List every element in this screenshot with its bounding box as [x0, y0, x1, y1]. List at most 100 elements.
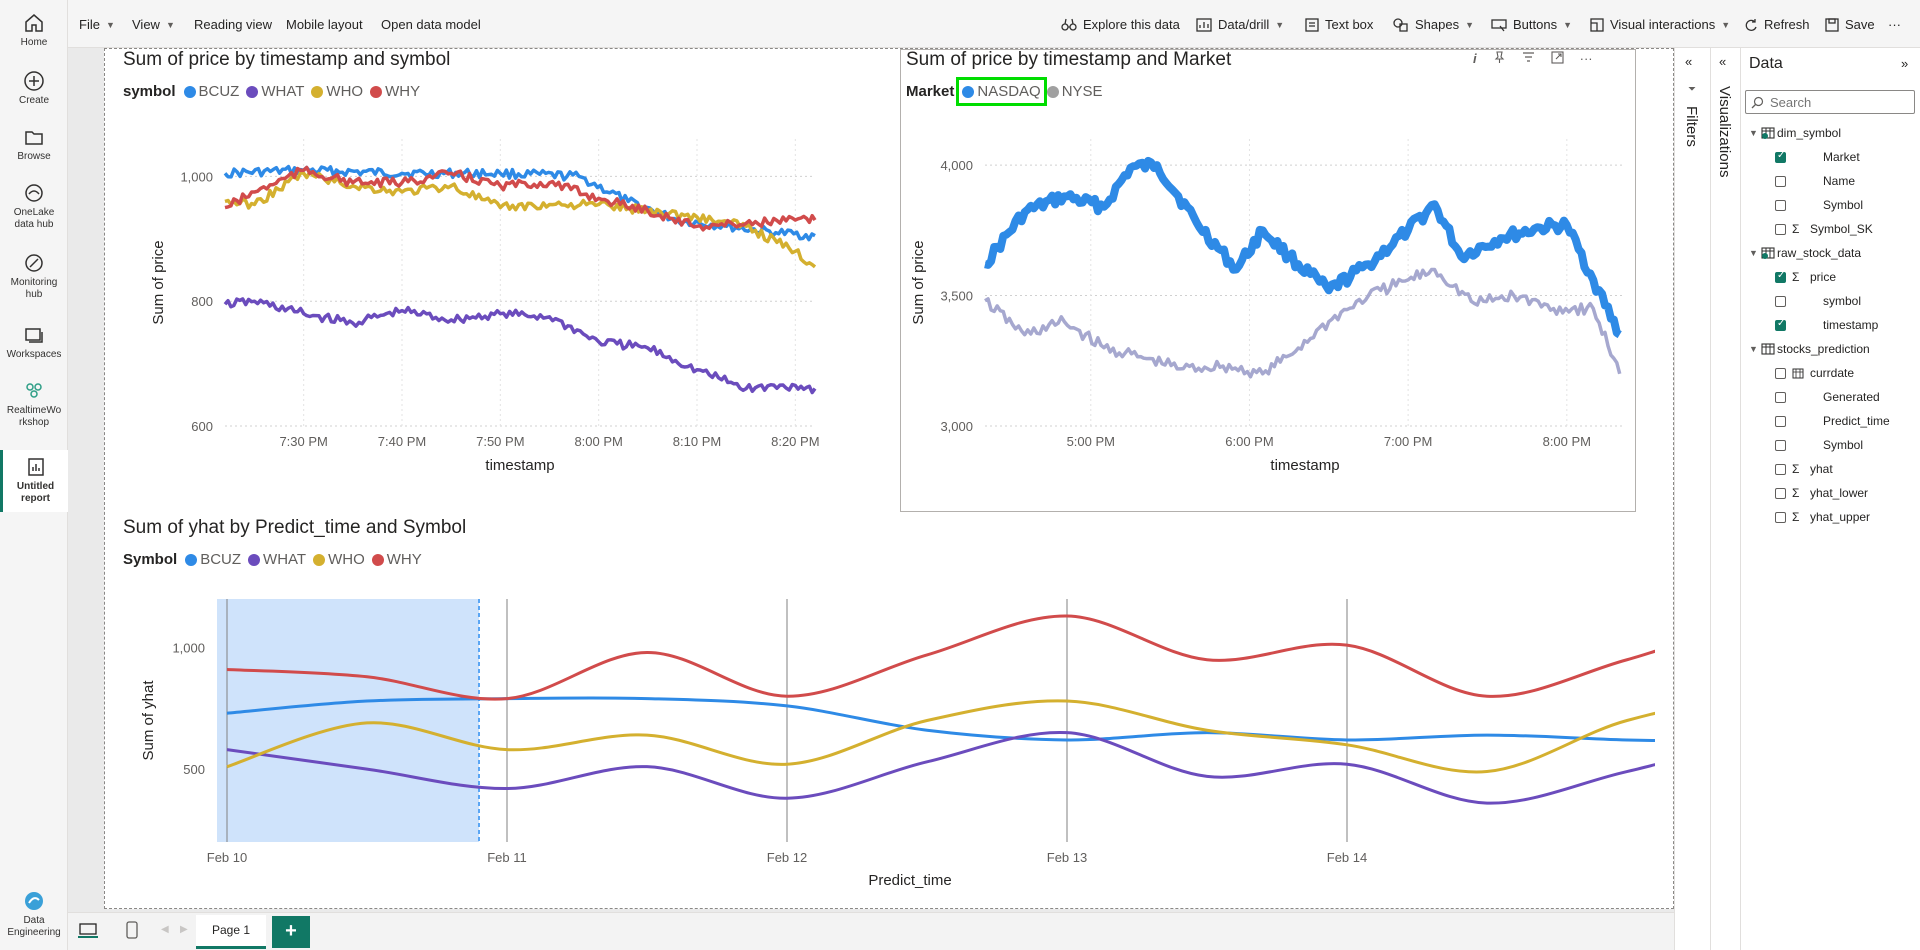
table-node[interactable]: ▼ dim_symbol	[1749, 122, 1841, 144]
visual-interactions-button[interactable]: Visual interactions ▼	[1590, 17, 1730, 32]
chevron-down-icon[interactable]: ▼	[1749, 344, 1758, 354]
reading-view-button[interactable]: Reading view	[194, 17, 272, 32]
collapse-filters-icon[interactable]: «	[1685, 54, 1693, 69]
mobile-layout-icon[interactable]	[126, 921, 138, 939]
shapes-button[interactable]: Shapes ▼	[1393, 17, 1474, 32]
field-checkbox[interactable]	[1775, 439, 1786, 451]
collapse-viz-icon[interactable]: «	[1719, 54, 1727, 69]
field-item[interactable]: timestamp	[1775, 314, 1878, 336]
field-checkbox[interactable]	[1775, 415, 1786, 427]
field-checkbox[interactable]	[1775, 223, 1786, 235]
view-menu[interactable]: View ▼	[132, 17, 175, 32]
chart2-svg[interactable]: 3,000 3,500 4,000 5:00 PM 6:00 PM 7:00 PM 8:00…	[905, 129, 1635, 519]
field-item[interactable]: Market	[1775, 146, 1860, 168]
legend-item-who[interactable]: WHO	[311, 83, 363, 100]
legend-item-who[interactable]: WHO	[313, 551, 365, 568]
legend-item-bcuz[interactable]: BCUZ	[185, 551, 241, 568]
field-checkbox[interactable]	[1775, 511, 1786, 523]
text-box-button[interactable]: Text box	[1305, 17, 1373, 32]
series-line-nyse[interactable]	[984, 267, 1622, 379]
table-node[interactable]: ▼ raw_stock_data	[1749, 242, 1861, 264]
prev-page-icon[interactable]: ◀	[161, 924, 169, 935]
field-item[interactable]: symbol	[1775, 290, 1861, 312]
filter-icon[interactable]	[1522, 51, 1535, 64]
focus-mode-icon[interactable]	[1551, 51, 1564, 64]
chart1-svg[interactable]: 600 800 1,000 7:30 PM 7:40 PM 7:50 PM 8:00 PM 8…	[115, 129, 895, 519]
open-data-model-button[interactable]: Open data model	[381, 17, 481, 32]
legend-item-what[interactable]: WHAT	[246, 83, 304, 100]
save-button[interactable]: Save	[1825, 17, 1875, 32]
series-line-what[interactable]	[226, 730, 1655, 805]
nav-workspaces[interactable]: Workspaces	[0, 324, 68, 361]
field-item[interactable]: Name	[1775, 170, 1855, 192]
nav-onelake[interactable]: OneLake data hub	[0, 182, 68, 231]
field-item[interactable]: Symbol	[1775, 194, 1863, 216]
field-checkbox[interactable]	[1775, 318, 1786, 331]
info-icon[interactable]: i	[1473, 51, 1477, 66]
data-drill-button[interactable]: Data/drill ▼	[1196, 17, 1284, 32]
filters-pane[interactable]: « ⏷ Filters	[1674, 48, 1710, 950]
nav-create[interactable]: Create	[0, 70, 68, 107]
series-line-why[interactable]	[226, 614, 1655, 701]
legend-item-why[interactable]: WHY	[371, 551, 422, 568]
field-checkbox[interactable]	[1775, 150, 1786, 163]
series-line-why[interactable]	[224, 165, 817, 232]
nav-browse[interactable]: Browse	[0, 126, 68, 163]
legend-item-what[interactable]: WHAT	[248, 551, 306, 568]
data-search-box[interactable]	[1745, 90, 1915, 114]
refresh-button[interactable]: Refresh	[1744, 17, 1810, 32]
selection-region[interactable]	[217, 599, 479, 842]
more-options-icon[interactable]: ···	[1579, 51, 1593, 66]
y-tick-label: 600	[191, 419, 213, 434]
more-options-button[interactable]: ···	[1888, 17, 1901, 32]
nav-untitled-report[interactable]: Untitled report	[0, 450, 68, 512]
table-node[interactable]: ▼ stocks_prediction	[1749, 338, 1870, 360]
field-item[interactable]: Σ Symbol_SK	[1775, 218, 1873, 240]
field-checkbox[interactable]	[1775, 270, 1786, 283]
buttons-button[interactable]: Buttons ▼	[1491, 17, 1572, 32]
series-line-bcuz[interactable]	[223, 164, 816, 242]
field-checkbox[interactable]	[1775, 391, 1786, 403]
chart3-svg[interactable]: 500 1,000 Feb 10 Feb 11 Feb 12 Feb 13 Feb 14 Pr…	[115, 577, 1655, 907]
visualizations-pane[interactable]: « Visualizations	[1710, 48, 1740, 950]
field-checkbox[interactable]	[1775, 199, 1786, 211]
explore-data-button[interactable]: Explore this data	[1061, 17, 1180, 32]
page-tab-1[interactable]: Page 1	[196, 915, 266, 949]
legend-item-nyse[interactable]: NYSE	[1046, 83, 1103, 100]
legend-item-why[interactable]: WHY	[370, 83, 420, 100]
search-input[interactable]	[1770, 94, 1910, 110]
chart1-title: Sum of price by timestamp and symbol	[123, 49, 451, 70]
nav-data-engineering[interactable]: Data Engineering	[0, 890, 68, 939]
desktop-layout-icon[interactable]	[78, 923, 98, 939]
field-item[interactable]: Predict_time	[1775, 410, 1890, 432]
mobile-layout-button[interactable]: Mobile layout	[286, 17, 363, 32]
chart2-selection-frame[interactable]	[900, 49, 1636, 512]
field-item[interactable]: Generated	[1775, 386, 1880, 408]
add-page-button[interactable]: +	[272, 916, 310, 948]
chevron-down-icon[interactable]: ▼	[1749, 248, 1758, 258]
chevron-down-icon[interactable]: ▼	[1749, 128, 1758, 138]
file-menu[interactable]: File ▼	[79, 17, 115, 32]
series-line-what[interactable]	[223, 297, 817, 395]
field-checkbox[interactable]	[1775, 295, 1786, 307]
field-item[interactable]: Symbol	[1775, 434, 1863, 456]
field-checkbox[interactable]	[1775, 175, 1786, 187]
nav-workshop[interactable]: RealtimeWorkshop	[0, 380, 68, 429]
nav-monitoring[interactable]: Monitoring hub	[0, 252, 68, 301]
nav-home[interactable]: Home	[0, 12, 68, 49]
legend-item-nasdaq[interactable]: NASDAQ	[956, 77, 1047, 106]
pin-icon[interactable]	[1493, 51, 1506, 64]
field-checkbox[interactable]	[1775, 487, 1786, 499]
field-checkbox[interactable]	[1775, 463, 1786, 475]
collapse-data-pane-icon[interactable]: »	[1901, 56, 1909, 71]
series-line-nasdaq[interactable]	[984, 156, 1622, 339]
field-item[interactable]: currdate	[1775, 362, 1854, 384]
next-page-icon[interactable]: ▶	[180, 924, 188, 935]
legend-item-bcuz[interactable]: BCUZ	[183, 83, 239, 100]
series-line-who[interactable]	[226, 696, 1655, 774]
field-checkbox[interactable]	[1775, 367, 1786, 379]
